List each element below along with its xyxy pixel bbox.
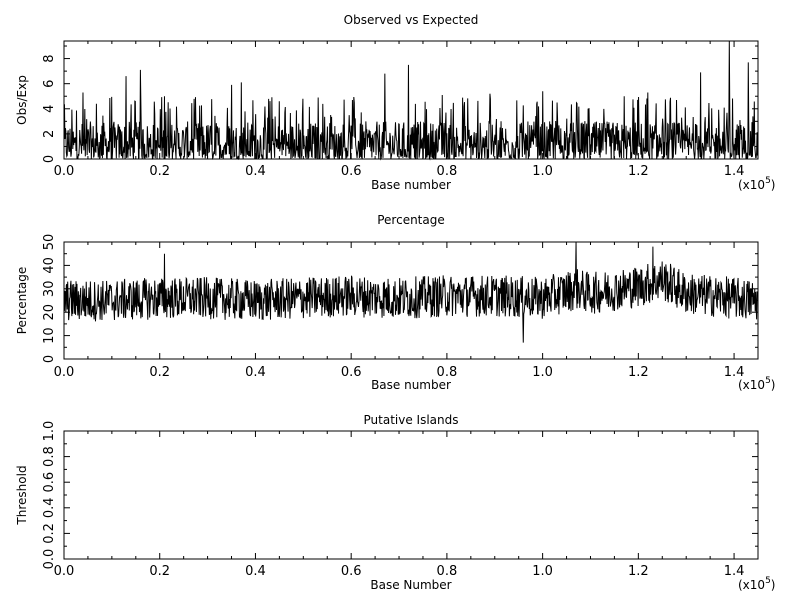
y-tick-label: 0.2 bbox=[42, 523, 57, 544]
x-tick-label: 0.6 bbox=[341, 164, 362, 179]
x-tick-label: 1.0 bbox=[532, 365, 553, 380]
data-series-line bbox=[63, 241, 759, 343]
x-axis-label: Base number bbox=[371, 378, 451, 392]
x-tick-label: 1.2 bbox=[628, 564, 649, 579]
x-axis-label: Base Number bbox=[370, 578, 451, 592]
y-tick-label: 30 bbox=[42, 281, 57, 298]
x-tick-label: 0.8 bbox=[437, 164, 458, 179]
chart-panel-3: Putative Islands 0.0 0.2 0.4 0.6 0.8 1.0 1.2 1.4… bbox=[15, 413, 775, 592]
x-axis-label: Base number bbox=[371, 178, 451, 192]
x-tick-label: 0.0 bbox=[54, 164, 75, 179]
y-tick-label: 0.6 bbox=[42, 472, 57, 493]
x-tick-label: 0.6 bbox=[341, 365, 362, 380]
y-tick-label: 0.4 bbox=[42, 497, 57, 518]
x-multiplier-label: (x105) bbox=[738, 376, 775, 392]
y-axis-label: Percentage bbox=[15, 267, 29, 335]
x-tick-label: 1.4 bbox=[724, 365, 745, 380]
y-tick-label: 0 bbox=[42, 155, 57, 163]
data-series-line bbox=[63, 40, 759, 161]
y-tick-label: 0.8 bbox=[42, 446, 57, 467]
x-tick-label: 0.2 bbox=[149, 365, 170, 380]
y-tick-label: 4 bbox=[42, 105, 57, 113]
x-multiplier-label: (x105) bbox=[738, 176, 775, 192]
x-tick-label: 1.4 bbox=[724, 564, 745, 579]
multiplier-prefix: (x10 bbox=[738, 378, 765, 392]
chart-panel-2: Percentage 0.0 0.2 0.4 0.6 0.8 1.0 1.2 1.4 0 10 20 3… bbox=[15, 213, 775, 392]
y-tick-label: 50 bbox=[42, 234, 57, 251]
multiplier-exponent: 5 bbox=[765, 576, 771, 586]
x-tick-label: 1.2 bbox=[628, 164, 649, 179]
y-axis-label: Obs/Exp bbox=[15, 75, 29, 125]
x-tick-label: 0.8 bbox=[437, 564, 458, 579]
x-tick-label: 1.0 bbox=[532, 164, 553, 179]
y-tick-label: 2 bbox=[42, 130, 57, 138]
x-tick-label: 0.0 bbox=[54, 564, 75, 579]
y-tick-label: 20 bbox=[42, 304, 57, 321]
y-tick-label: 0 bbox=[42, 355, 57, 363]
multiplier-suffix: ) bbox=[771, 178, 776, 192]
chart-panel-1: Observed vs Expected 0.0 0.2 0.4 0.6 0.8 1.0 1.… bbox=[15, 13, 775, 192]
x-tick-label: 0.2 bbox=[149, 564, 170, 579]
chart-title: Percentage bbox=[377, 213, 445, 227]
multiplier-suffix: ) bbox=[771, 578, 776, 592]
x-tick-label: 0.4 bbox=[245, 365, 266, 380]
y-axis-label: Threshold bbox=[15, 465, 29, 525]
x-tick-label: 1.2 bbox=[628, 365, 649, 380]
plot-frame bbox=[63, 40, 759, 160]
chart-title: Observed vs Expected bbox=[344, 13, 479, 27]
y-tick-label: 8 bbox=[42, 54, 57, 62]
multiplier-prefix: (x10 bbox=[738, 178, 765, 192]
x-tick-label: 0.8 bbox=[437, 365, 458, 380]
x-tick-label: 0.0 bbox=[54, 365, 75, 380]
y-tick-label: 6 bbox=[42, 80, 57, 88]
y-tick-label: 0.0 bbox=[42, 549, 57, 570]
x-tick-label: 1.0 bbox=[532, 564, 553, 579]
y-tick-label: 40 bbox=[42, 257, 57, 274]
multiplier-exponent: 5 bbox=[765, 176, 771, 186]
y-tick-label: 10 bbox=[42, 327, 57, 344]
x-tick-label: 1.4 bbox=[724, 164, 745, 179]
y-tick-label: 1.0 bbox=[42, 421, 57, 442]
x-tick-label: 0.6 bbox=[341, 564, 362, 579]
x-tick-label: 0.4 bbox=[245, 564, 266, 579]
multiplier-prefix: (x10 bbox=[738, 578, 765, 592]
x-tick-label: 0.4 bbox=[245, 164, 266, 179]
x-multiplier-label: (x105) bbox=[738, 576, 775, 592]
x-tick-label: 0.2 bbox=[149, 164, 170, 179]
chart-title: Putative Islands bbox=[364, 413, 459, 427]
multiplier-exponent: 5 bbox=[765, 376, 771, 386]
multiplier-suffix: ) bbox=[771, 378, 776, 392]
